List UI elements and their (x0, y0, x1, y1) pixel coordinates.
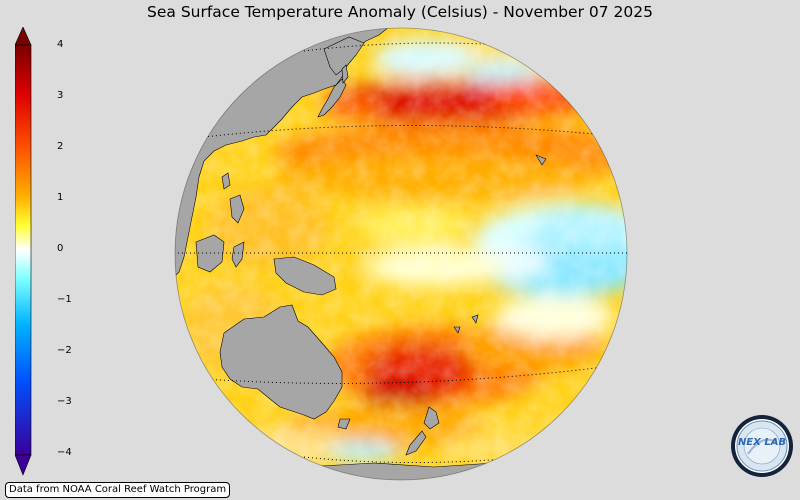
colorbar-tick: −1 (57, 294, 72, 305)
globe (174, 27, 628, 485)
colorbar-tick: −3 (57, 396, 72, 407)
colorbar-tick: 3 (57, 90, 64, 101)
colorbar-tick: 4 (57, 39, 64, 50)
page-title: Sea Surface Temperature Anomaly (Celsius… (147, 3, 653, 21)
colorbar: 4 3 2 1 0 −1 −2 −3 −4 (14, 26, 72, 481)
colorbar-tick: −4 (57, 447, 72, 458)
data-credit: Data from NOAA Coral Reef Watch Program (5, 482, 231, 498)
logo-text-top: NEX LAB (738, 437, 786, 448)
colorbar-gradient (14, 26, 32, 476)
colorbar-tick: 1 (57, 192, 64, 203)
globe-map (174, 27, 628, 481)
colorbar-tick: 2 (57, 141, 64, 152)
nexlab-logo-icon: NEX LAB (730, 414, 794, 478)
colorbar-tick: 0 (57, 243, 64, 254)
colorbar-tick: −2 (57, 345, 72, 356)
graticule-lines (175, 42, 627, 464)
